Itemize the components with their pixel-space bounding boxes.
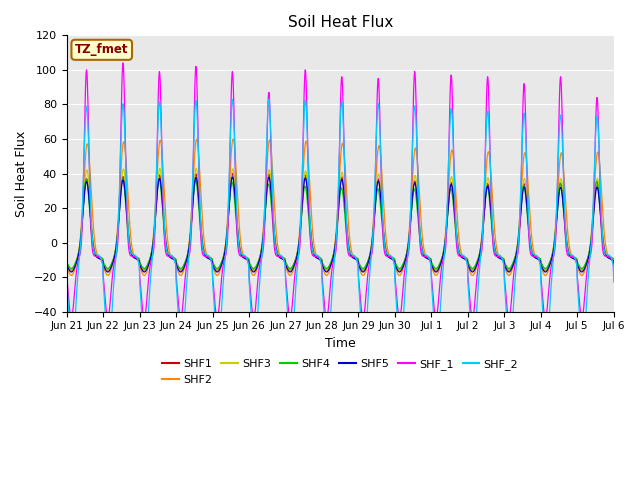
SHF4 [184,250,192,256]
SHF4 [425,254,433,260]
SHF3 [541,267,549,273]
SHF2 [610,264,618,269]
X-axis label: Time: Time [325,337,356,350]
SHF1 [291,258,299,264]
SHF4 [610,259,618,265]
SHF3 [424,254,432,260]
SHF5 [562,233,570,239]
SHF1 [610,260,618,266]
SHF3 [63,260,70,266]
Text: TZ_fmet: TZ_fmet [75,43,129,56]
SHF_1 [562,236,570,242]
SHF2 [562,204,570,210]
SHF2 [515,231,522,237]
Line: SHF5: SHF5 [67,177,614,272]
SHF5 [184,253,191,259]
SHF1 [63,260,70,266]
SHF4 [396,265,403,271]
SHF5 [278,256,285,262]
Line: SHF4: SHF4 [67,179,614,268]
SHF5 [291,260,299,266]
SHF_2 [579,348,586,354]
SHF4 [291,258,299,264]
SHF4 [562,236,570,241]
SHF_1 [119,60,127,66]
SHF_1 [424,255,432,261]
SHF_1 [291,270,299,276]
SHF4 [119,176,127,181]
SHF_1 [610,274,618,279]
SHF_2 [265,96,273,102]
Line: SHF3: SHF3 [67,168,614,270]
SHF_2 [562,225,570,230]
SHF_1 [184,257,192,263]
SHF1 [184,252,191,257]
SHF3 [291,259,299,264]
SHF_2 [610,279,618,285]
Title: Soil Heat Flux: Soil Heat Flux [287,15,393,30]
SHF3 [515,239,522,244]
SHF_1 [63,274,70,279]
SHF_2 [278,253,285,259]
SHF1 [562,230,570,236]
SHF4 [278,254,285,260]
SHF3 [184,253,191,259]
SHF2 [184,252,191,258]
SHF5 [541,269,549,275]
SHF2 [278,255,285,261]
Line: SHF2: SHF2 [67,139,614,276]
SHF3 [193,166,200,171]
Line: SHF_1: SHF_1 [67,63,614,319]
SHF2 [229,136,237,142]
SHF1 [515,231,523,237]
Legend: SHF1, SHF2, SHF3, SHF4, SHF5, SHF_1, SHF_2: SHF1, SHF2, SHF3, SHF4, SHF5, SHF_1, SHF… [158,355,523,389]
Y-axis label: Soil Heat Flux: Soil Heat Flux [15,131,28,216]
SHF5 [63,262,70,268]
SHF_1 [515,246,522,252]
SHF_2 [184,269,191,275]
SHF5 [610,262,618,268]
SHF5 [515,237,522,243]
SHF5 [424,256,432,262]
Line: SHF1: SHF1 [67,173,614,270]
SHF2 [63,264,70,269]
Line: SHF_2: SHF_2 [67,99,614,351]
SHF_2 [424,254,432,260]
SHF3 [610,260,618,266]
SHF5 [228,174,236,180]
SHF2 [291,261,299,267]
SHF1 [505,267,513,273]
SHF3 [278,254,285,260]
SHF2 [541,273,549,278]
SHF1 [424,254,432,260]
SHF1 [228,170,236,176]
SHF_1 [578,316,586,322]
SHF4 [63,259,70,265]
SHF1 [278,254,285,260]
SHF_2 [63,279,70,285]
SHF_2 [291,296,299,302]
SHF_1 [278,254,285,260]
SHF3 [562,228,570,234]
SHF_2 [515,239,522,245]
SHF2 [424,256,432,262]
SHF4 [515,231,523,237]
